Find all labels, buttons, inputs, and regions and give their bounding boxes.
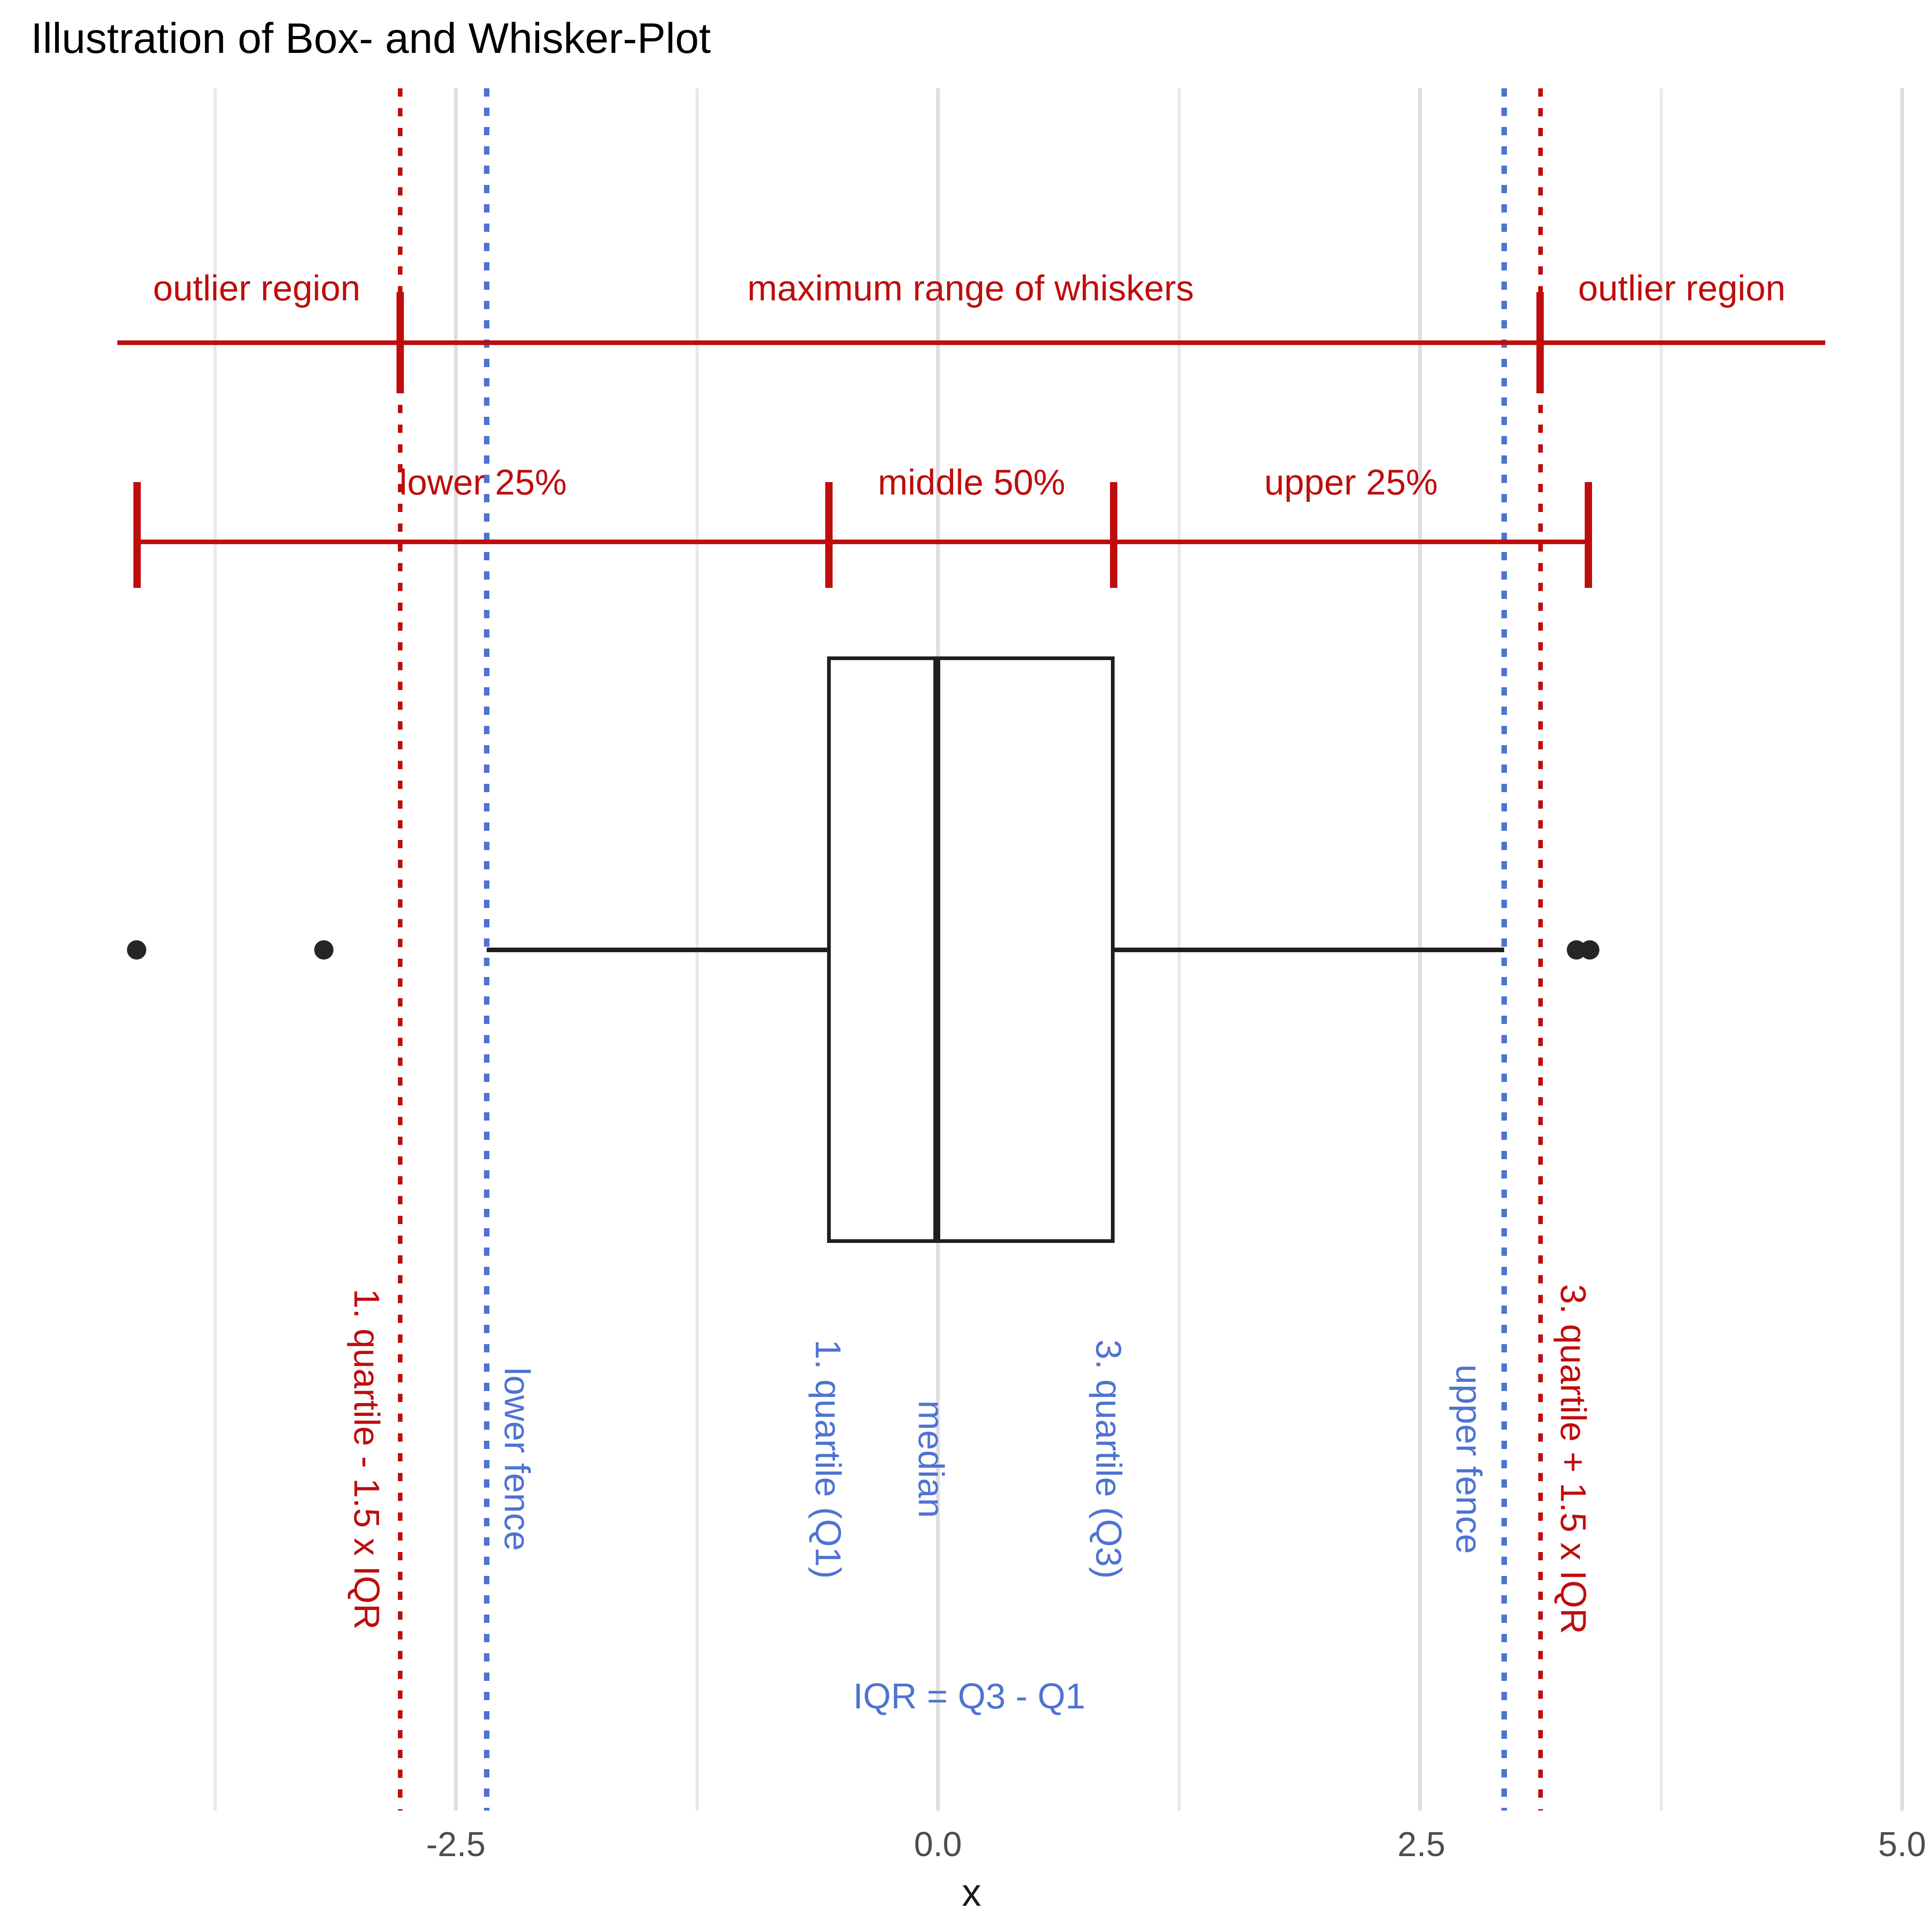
quartile-share-line xyxy=(137,540,1588,544)
outlier-region-left-label: outlier region xyxy=(153,268,361,308)
max-whisker-range-label: maximum range of whiskers xyxy=(747,268,1194,308)
outlier-point-1 xyxy=(127,940,146,960)
median-vertical-label: median xyxy=(911,1400,952,1518)
quartile-share-tick-q1 xyxy=(825,482,833,588)
q3-vertical-label: 3. quartile (Q3) xyxy=(1088,1339,1129,1579)
gridline-minor-x-3.75 xyxy=(213,88,217,1811)
gridline-minor-x3.75 xyxy=(1660,88,1663,1811)
dotted-line-q3-plus-1.5iqr xyxy=(1538,88,1543,1811)
lower-25-label: lower 25% xyxy=(399,462,567,502)
q1-minus-iqr-vertical-label: 1. quartile - 1.5 x IQR xyxy=(346,1288,387,1630)
box-iqr xyxy=(827,656,1115,1243)
x-axis-tick--2.5: -2.5 xyxy=(426,1825,486,1863)
whisker-range-tick-lower-fence-limit xyxy=(397,292,404,393)
x-axis-tick-5.0: 5.0 xyxy=(1878,1825,1926,1863)
whisker-range-tick-upper-fence-limit xyxy=(1536,292,1544,393)
x-axis-tick-0.0: 0.0 xyxy=(914,1825,962,1863)
plot-title: Illustration of Box- and Whisker-Plot xyxy=(31,14,711,62)
upper-25-label: upper 25% xyxy=(1264,462,1438,502)
quartile-share-tick-q3 xyxy=(1110,482,1117,588)
gridline-major-x5.0 xyxy=(1900,88,1904,1811)
whisker-lower xyxy=(487,948,827,952)
dotted-line-q1-minus-1.5iqr xyxy=(398,88,402,1811)
quartile-share-tick-min xyxy=(133,482,141,588)
outlier-point-2 xyxy=(314,940,334,960)
upper-fence-vertical-label: upper fence xyxy=(1449,1364,1489,1554)
dotted-line-upper-fence xyxy=(1501,88,1507,1811)
iqr-formula-label: IQR = Q3 - Q1 xyxy=(853,1676,1086,1716)
outlier-region-right-label: outlier region xyxy=(1578,268,1786,308)
whisker-range-line xyxy=(117,340,1825,345)
x-axis-tick-2.5: 2.5 xyxy=(1397,1825,1446,1863)
median-line xyxy=(933,656,940,1243)
gridline-major-x-2.5 xyxy=(454,88,458,1811)
x-axis-title: x xyxy=(962,1871,981,1914)
lower-fence-vertical-label: lower fence xyxy=(497,1367,538,1551)
whisker-upper xyxy=(1115,948,1504,952)
q3-plus-iqr-vertical-label: 3. quartile + 1.5 x IQR xyxy=(1553,1284,1594,1634)
middle-50-label: middle 50% xyxy=(878,462,1065,502)
quartile-share-tick-max xyxy=(1585,482,1592,588)
q1-vertical-label: 1. quartile (Q1) xyxy=(808,1339,849,1579)
outlier-point-4 xyxy=(1580,940,1599,960)
